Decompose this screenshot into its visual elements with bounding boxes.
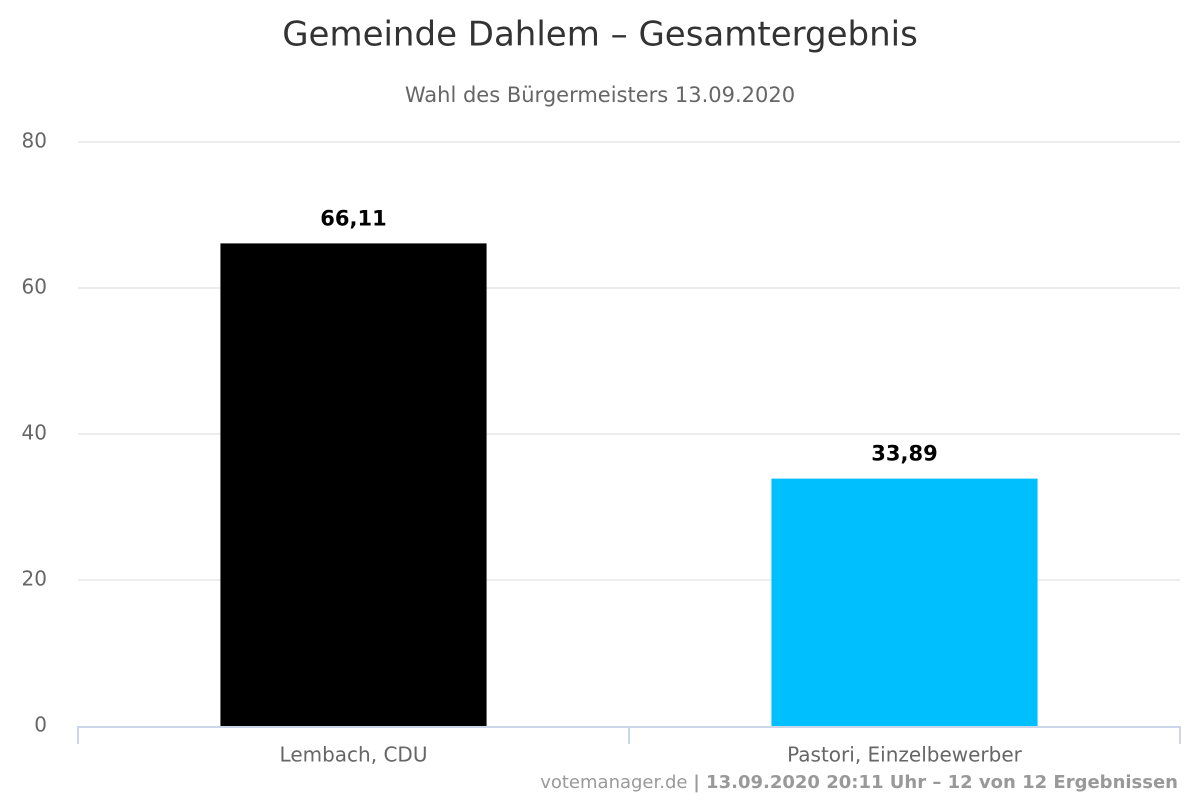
- bar: [771, 478, 1038, 726]
- y-tick-label: 60: [22, 275, 47, 299]
- chart-subtitle: Wahl des Bürgermeisters 13.09.2020: [405, 83, 795, 107]
- bar: [220, 243, 487, 726]
- credits-site: votemanager.de: [540, 772, 687, 793]
- credits: votemanager.de | 13.09.2020 20:11 Uhr – …: [540, 772, 1178, 793]
- y-tick-label: 20: [22, 567, 47, 591]
- x-tick-label: Pastori, Einzelbewerber: [787, 743, 1023, 767]
- y-tick-label: 80: [22, 129, 47, 153]
- chart-title: Gemeinde Dahlem – Gesamtergebnis: [282, 15, 918, 55]
- data-label: 66,11: [320, 206, 386, 230]
- x-tick-label: Lembach, CDU: [280, 743, 428, 767]
- data-label: 33,89: [871, 442, 937, 466]
- credits-info: | 13.09.2020 20:11 Uhr – 12 von 12 Ergeb…: [693, 772, 1178, 793]
- y-tick-label: 40: [22, 421, 47, 445]
- y-tick-label: 0: [34, 713, 47, 737]
